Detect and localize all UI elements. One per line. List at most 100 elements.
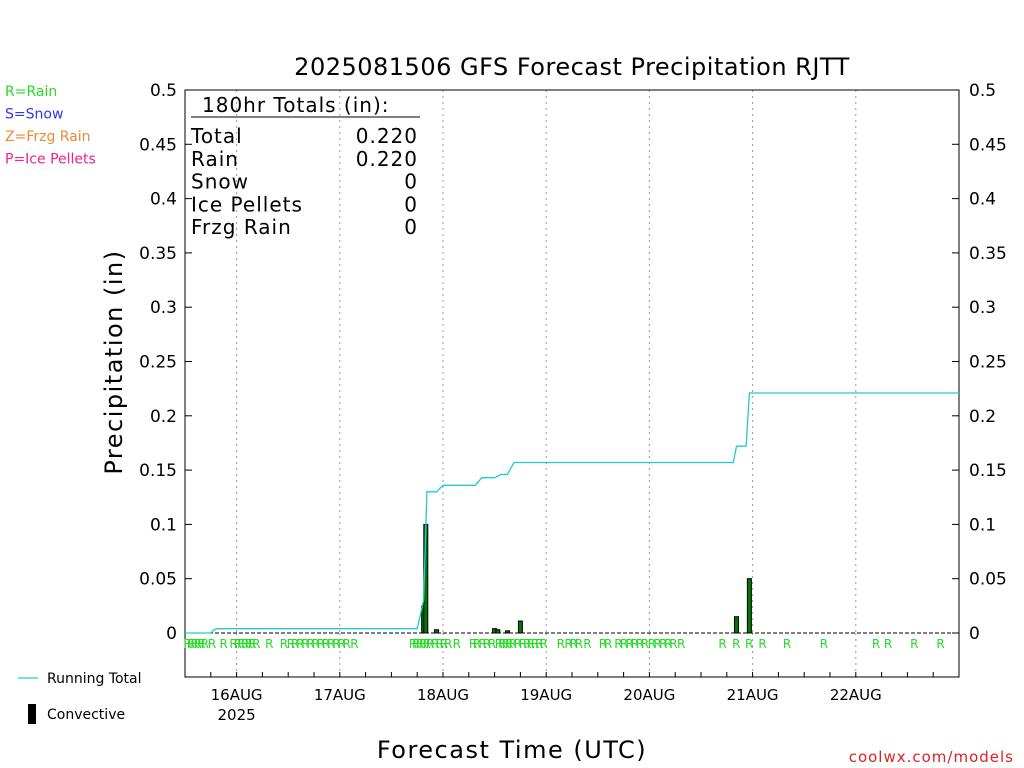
precip-type-marker: R bbox=[426, 637, 434, 651]
precip-type-marker: R bbox=[758, 637, 766, 651]
y-tick-label-left: 0.3 bbox=[150, 298, 177, 318]
precip-type-marker: R bbox=[252, 637, 260, 651]
precip-type-marker: R bbox=[745, 637, 753, 651]
x-tick-label: 22AUG bbox=[830, 686, 882, 704]
y-tick-label-left: 0.5 bbox=[150, 81, 177, 101]
precip-type-marker: R bbox=[332, 637, 340, 651]
precip-type-marker: R bbox=[669, 637, 677, 651]
precip-type-marker: R bbox=[208, 637, 216, 651]
precip-type-marker: R bbox=[614, 637, 622, 651]
precip-type-marker: R bbox=[241, 637, 249, 651]
plot-frame bbox=[184, 89, 960, 678]
precip-type-marker: R bbox=[197, 637, 205, 651]
y-tick-label-left: 0.35 bbox=[139, 244, 177, 264]
precip-type-marker: R bbox=[194, 637, 202, 651]
convective-bar bbox=[505, 630, 510, 634]
precip-type-marker: R bbox=[469, 637, 477, 651]
y-axis-right: 0 0.05 0.1 0.15 0.2 0.25 0.3 0.35 0.4 0.45 0.5 bbox=[952, 81, 1007, 644]
totals-row-value: 0 bbox=[404, 170, 418, 194]
precip-type-marker: R bbox=[936, 637, 944, 651]
precip-type-marker: R bbox=[444, 637, 452, 651]
x-tick-label: 17AUG bbox=[314, 686, 366, 704]
type-key-item: R=Rain bbox=[5, 84, 57, 100]
y-tick-label-right: 0 bbox=[969, 624, 980, 644]
precip-type-marker: R bbox=[631, 637, 639, 651]
totals-row-label: Frzg Rain bbox=[191, 215, 292, 239]
chart-title: 2025081506 GFS Forecast Precipitation RJ… bbox=[294, 53, 850, 81]
precip-type-marker: R bbox=[416, 637, 424, 651]
precip-type-marker: R bbox=[872, 637, 880, 651]
precip-type-marker: R bbox=[570, 637, 578, 651]
precip-type-marker: R bbox=[190, 637, 198, 651]
grid-lines bbox=[184, 90, 960, 677]
precip-type-marker: R bbox=[620, 637, 628, 651]
precip-type-marker: R bbox=[229, 637, 237, 651]
totals-row-value: 0.220 bbox=[356, 124, 418, 148]
convective-bar bbox=[517, 620, 523, 634]
precip-type-marker: R bbox=[306, 637, 314, 651]
totals-row-label: Rain bbox=[191, 147, 239, 171]
precip-type-marker: R bbox=[265, 637, 273, 651]
convective-bars bbox=[421, 523, 752, 634]
precip-type-marker: R bbox=[636, 637, 644, 651]
x-tick-label: 20AUG bbox=[623, 686, 675, 704]
precip-type-marker: R bbox=[183, 637, 191, 651]
totals-row-label: Total bbox=[190, 124, 243, 148]
convective-bar bbox=[746, 578, 752, 634]
precip-type-marker: R bbox=[575, 637, 583, 651]
y-axis-left: 0 0.05 0.1 0.15 0.2 0.25 0.3 0.35 0.4 0.45 0.5 bbox=[139, 81, 192, 644]
legend: Running Total Convective bbox=[18, 671, 142, 724]
precip-type-marker: R bbox=[488, 637, 496, 651]
type-key-item: P=Ice Pellets bbox=[5, 152, 96, 168]
convective-bar bbox=[495, 629, 501, 634]
totals-row-value: 0 bbox=[404, 192, 418, 216]
totals-box: 180hr Totals (in): Total 0.220 Rain 0.220 Sno… bbox=[190, 93, 420, 239]
precip-type-marker: R bbox=[502, 637, 510, 651]
precip-type-marker: R bbox=[514, 637, 522, 651]
y-tick-label-left: 0.4 bbox=[150, 190, 177, 210]
precip-type-key: R=Rain S=Snow Z=Frzg Rain P=Ice Pellets bbox=[5, 84, 96, 168]
y-tick-label-left: 0.05 bbox=[139, 570, 177, 590]
precip-type-marker: R bbox=[718, 637, 726, 651]
precip-type-marker: R bbox=[625, 637, 633, 651]
precip-type-marker: R bbox=[435, 637, 443, 651]
precip-type-marker: R bbox=[478, 637, 486, 651]
totals-header: 180hr Totals (in): bbox=[202, 93, 390, 117]
y-tick-label-right: 0.3 bbox=[969, 298, 996, 318]
precip-type-marker: R bbox=[440, 637, 448, 651]
type-key-item: Z=Frzg Rain bbox=[5, 129, 91, 145]
precip-type-marker: R bbox=[280, 637, 288, 651]
precip-type-marker: R bbox=[473, 637, 481, 651]
x-tick-label: 19AUG bbox=[520, 686, 572, 704]
totals-row-value: 0.220 bbox=[356, 147, 418, 171]
precip-type-marker: R bbox=[412, 637, 420, 651]
totals-row-label: Snow bbox=[191, 170, 249, 194]
precip-type-marker: R bbox=[291, 637, 299, 651]
precip-type-marker: R bbox=[234, 637, 242, 651]
precip-type-marker: R bbox=[498, 637, 506, 651]
precip-type-marker: R bbox=[564, 637, 572, 651]
precip-type-marker: R bbox=[519, 637, 527, 651]
precip-type-marker: R bbox=[648, 637, 656, 651]
precip-type-marker: R bbox=[505, 637, 513, 651]
precip-type-marker: R bbox=[527, 637, 535, 651]
precip-type-marker: R bbox=[327, 637, 335, 651]
precip-type-marker: R bbox=[659, 637, 667, 651]
precip-type-marker: R bbox=[604, 637, 612, 651]
precip-type-marker: R bbox=[301, 637, 309, 651]
y-tick-label-left: 0.1 bbox=[150, 515, 177, 535]
y-tick-label-right: 0.25 bbox=[969, 353, 1007, 373]
precip-type-marker: R bbox=[248, 637, 256, 651]
precip-type-marker: R bbox=[677, 637, 685, 651]
convective-bar bbox=[733, 616, 739, 634]
y-tick-label-right: 0.4 bbox=[969, 190, 996, 210]
precip-type-marker: R bbox=[296, 637, 304, 651]
precip-type-marker: R bbox=[783, 637, 791, 651]
legend-bar-swatch bbox=[28, 704, 36, 724]
y-tick-label-left: 0.45 bbox=[139, 135, 177, 155]
y-tick-label-right: 0.2 bbox=[969, 407, 996, 427]
totals-row-value: 0 bbox=[404, 215, 418, 239]
precip-type-marker: R bbox=[884, 637, 892, 651]
precip-type-marker: R bbox=[599, 637, 607, 651]
